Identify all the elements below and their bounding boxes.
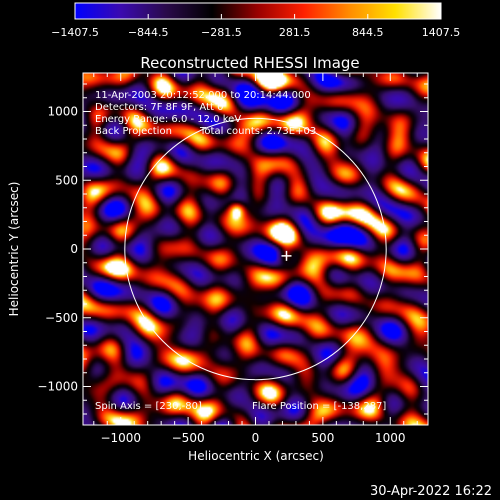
annotation-flare-position: Flare Position = [-138,287] bbox=[252, 401, 386, 412]
x-tick-label: 0 bbox=[252, 431, 260, 445]
colorbar-tick-label: 1407.5 bbox=[422, 26, 461, 39]
y-tick-label: −500 bbox=[45, 311, 78, 325]
colorbar-tick-label: 844.5 bbox=[352, 26, 384, 39]
annotation-detectors: Detectors: 7F 8F 9F, Att 0 bbox=[95, 102, 223, 113]
x-tick-label: −1000 bbox=[100, 431, 141, 445]
y-tick-label: 500 bbox=[55, 173, 78, 187]
annotation-time-range: 11-Apr-2003 20:12:52.000 to 20:14:44.000 bbox=[95, 90, 311, 101]
colorbar-tick-label: −844.5 bbox=[128, 26, 169, 39]
x-axis-label: Heliocentric X (arcsec) bbox=[188, 449, 324, 463]
x-tick-label: 500 bbox=[311, 431, 334, 445]
annotation-total-counts: Total counts: 2.73E+03 bbox=[199, 126, 316, 137]
x-tick-label: 1000 bbox=[375, 431, 406, 445]
y-tick-label: −1000 bbox=[37, 380, 78, 394]
chart-title: Reconstructed RHESSI Image bbox=[140, 54, 359, 72]
y-axis-label: Heliocentric Y (arcsec) bbox=[7, 182, 21, 317]
colorbar-tick-label: −281.5 bbox=[201, 26, 242, 39]
annotation-energy-range: Energy Range: 6.0 - 12.0 keV bbox=[95, 114, 241, 125]
colorbar bbox=[75, 3, 441, 19]
annotation-spin-axis: Spin Axis = [230,-80] bbox=[95, 401, 202, 412]
x-tick-label: −500 bbox=[172, 431, 205, 445]
y-tick-label: 1000 bbox=[47, 105, 78, 119]
y-tick-label: 0 bbox=[70, 242, 78, 256]
annotation-method: Back Projection bbox=[95, 126, 172, 137]
colorbar-tick-label: 281.5 bbox=[279, 26, 311, 39]
colorbar-tick-label: −1407.5 bbox=[51, 26, 99, 39]
footer-timestamp: 30-Apr-2022 16:22 bbox=[370, 484, 492, 499]
